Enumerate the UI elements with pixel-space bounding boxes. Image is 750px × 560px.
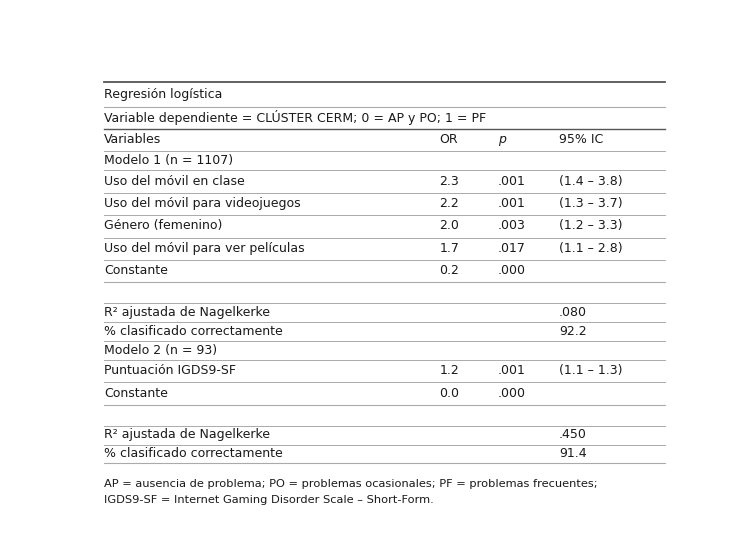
Text: (1.3 – 3.7): (1.3 – 3.7) [559,197,622,210]
Text: (1.4 – 3.8): (1.4 – 3.8) [559,175,622,188]
Text: 95% IC: 95% IC [559,133,603,146]
Text: .001: .001 [498,364,526,377]
Text: Uso del móvil para videojuegos: Uso del móvil para videojuegos [104,197,301,210]
Text: Uso del móvil para ver películas: Uso del móvil para ver películas [104,242,304,255]
Text: 1.7: 1.7 [440,242,460,255]
Text: 91.4: 91.4 [559,447,586,460]
Text: Modelo 2 (n = 93): Modelo 2 (n = 93) [104,344,218,357]
Text: Constante: Constante [104,386,168,400]
Text: OR: OR [440,133,458,146]
Text: Uso del móvil en clase: Uso del móvil en clase [104,175,245,188]
Text: 2.2: 2.2 [440,197,459,210]
Text: .017: .017 [498,242,526,255]
Text: Modelo 1 (n = 1107): Modelo 1 (n = 1107) [104,154,233,167]
Text: Variable dependiente = CLÚSTER CERM; 0 = AP y PO; 1 = PF: Variable dependiente = CLÚSTER CERM; 0 =… [104,110,486,125]
Text: 0.2: 0.2 [440,264,460,277]
Text: Género (femenino): Género (femenino) [104,220,223,232]
Text: 2.0: 2.0 [440,220,460,232]
Text: .003: .003 [498,220,526,232]
Text: 0.0: 0.0 [440,386,460,400]
Text: % clasificado correctamente: % clasificado correctamente [104,325,283,338]
Text: 1.2: 1.2 [440,364,459,377]
Text: p: p [498,133,506,146]
Text: Regresión logística: Regresión logística [104,88,223,101]
Text: .450: .450 [559,428,586,441]
Text: .000: .000 [498,386,526,400]
Text: .001: .001 [498,175,526,188]
Text: (1.1 – 1.3): (1.1 – 1.3) [559,364,622,377]
Text: R² ajustada de Nagelkerke: R² ajustada de Nagelkerke [104,306,270,319]
Text: .080: .080 [559,306,586,319]
Text: 92.2: 92.2 [559,325,586,338]
Text: .000: .000 [498,264,526,277]
Text: (1.2 – 3.3): (1.2 – 3.3) [559,220,622,232]
Text: .001: .001 [498,197,526,210]
Text: 2.3: 2.3 [440,175,459,188]
Text: Variables: Variables [104,133,161,146]
Text: R² ajustada de Nagelkerke: R² ajustada de Nagelkerke [104,428,270,441]
Text: (1.1 – 2.8): (1.1 – 2.8) [559,242,622,255]
Text: IGDS9-SF = Internet Gaming Disorder Scale – Short-Form.: IGDS9-SF = Internet Gaming Disorder Scal… [104,494,434,505]
Text: AP = ausencia de problema; PO = problemas ocasionales; PF = problemas frecuentes: AP = ausencia de problema; PO = problema… [104,479,598,489]
Text: Constante: Constante [104,264,168,277]
Text: % clasificado correctamente: % clasificado correctamente [104,447,283,460]
Text: Puntuación IGDS9-SF: Puntuación IGDS9-SF [104,364,236,377]
